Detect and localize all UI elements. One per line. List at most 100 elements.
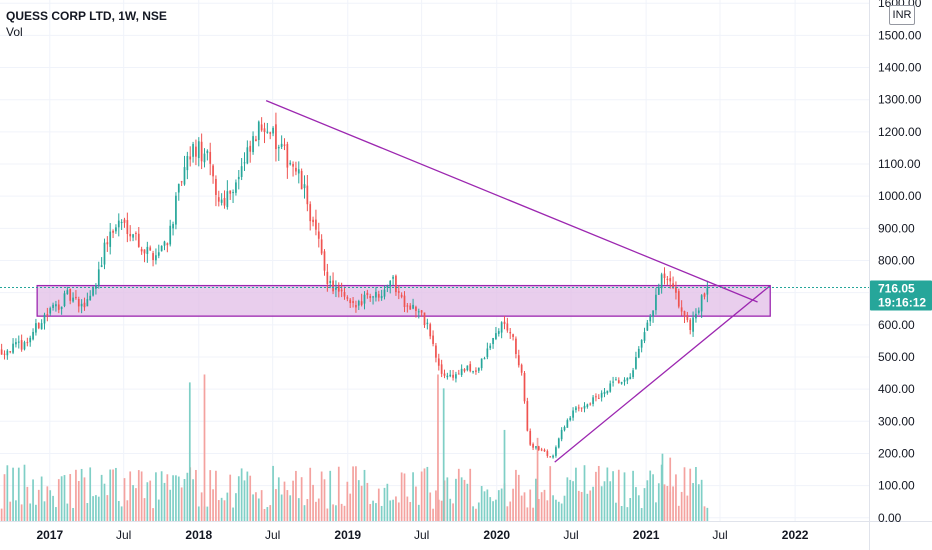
candle-body bbox=[297, 169, 300, 174]
price-tick-label: 0.00 bbox=[878, 511, 902, 525]
candle-body bbox=[475, 370, 477, 372]
volume-bar bbox=[149, 480, 152, 521]
time-tick-label: 2021 bbox=[633, 528, 660, 542]
candle-body bbox=[455, 374, 457, 379]
volume-bar bbox=[29, 503, 32, 521]
candle-body bbox=[49, 308, 52, 314]
volume-bar bbox=[529, 489, 532, 521]
candle-body bbox=[600, 392, 603, 398]
candle-body bbox=[163, 241, 166, 246]
candle-body bbox=[155, 255, 157, 261]
volume-bar bbox=[469, 468, 472, 521]
candle-body bbox=[706, 287, 709, 295]
volume-bar bbox=[692, 483, 694, 521]
volume-bar bbox=[75, 469, 77, 521]
volume-bar bbox=[423, 468, 426, 521]
volume-bar bbox=[55, 507, 57, 521]
volume-bar bbox=[395, 496, 397, 521]
volume-bar bbox=[340, 503, 343, 521]
candle-body bbox=[395, 275, 397, 293]
candle-body bbox=[137, 233, 140, 247]
volume-bar bbox=[369, 504, 372, 521]
candle-body bbox=[355, 305, 357, 308]
candle-body bbox=[195, 146, 197, 157]
volume-bar bbox=[406, 496, 409, 521]
volume-spike-bar bbox=[203, 374, 206, 521]
volume-bar bbox=[352, 466, 354, 521]
volume-bar bbox=[229, 474, 232, 521]
candle-body bbox=[340, 289, 343, 292]
volume-bar bbox=[372, 500, 374, 521]
candle-body bbox=[686, 314, 689, 320]
volume-bar bbox=[223, 500, 226, 521]
candle-body bbox=[6, 350, 9, 356]
volume-bar bbox=[335, 505, 337, 521]
currency-label[interactable]: INR bbox=[889, 5, 915, 25]
volume-bar bbox=[215, 470, 217, 521]
candle-body bbox=[109, 231, 112, 247]
volume-bar bbox=[89, 467, 92, 521]
volume-bar bbox=[429, 492, 432, 521]
candle-body bbox=[157, 252, 160, 256]
candle-body bbox=[586, 404, 589, 407]
volume-bar bbox=[35, 504, 37, 521]
candle-body bbox=[497, 331, 500, 334]
candle-body bbox=[272, 127, 274, 134]
volume-bar bbox=[440, 500, 443, 521]
volume-bar bbox=[460, 477, 463, 521]
volume-bar bbox=[77, 480, 80, 521]
time-tick-label: 2022 bbox=[782, 528, 809, 542]
volume-bar bbox=[152, 508, 154, 521]
candle-body bbox=[257, 121, 260, 140]
candle-body bbox=[309, 204, 312, 222]
candle-body bbox=[675, 287, 677, 293]
volume-bar bbox=[263, 509, 266, 521]
volume-bar bbox=[46, 486, 49, 521]
volume-bar bbox=[480, 486, 483, 521]
candle-body bbox=[92, 286, 94, 296]
volume-indicator-label[interactable]: Vol bbox=[6, 25, 23, 39]
volume-bar bbox=[543, 489, 546, 521]
time-axis[interactable]: 2017 Jul 2018 Jul 2019 Jul 2020 Jul 2021 Jul 2022 bbox=[36, 528, 808, 542]
volume-bar bbox=[695, 467, 697, 521]
volume-bar bbox=[415, 486, 417, 521]
volume-bar bbox=[366, 482, 369, 521]
candle-body bbox=[635, 357, 637, 369]
candle-body bbox=[289, 162, 292, 165]
volume-spike-bar bbox=[669, 457, 672, 521]
candle-body bbox=[0, 349, 3, 355]
volume-bar bbox=[572, 481, 574, 521]
candle-body bbox=[612, 381, 614, 383]
candle-body bbox=[597, 397, 600, 399]
volume-bar bbox=[383, 487, 386, 521]
volume-spike-bar bbox=[661, 453, 664, 521]
price-axis[interactable]: 0.00 100.00 200.00 300.00 400.00 500.00 600.00… bbox=[878, 0, 922, 525]
symbol-title[interactable]: QUESS CORP LTD, 1W, NSE bbox=[6, 9, 167, 23]
candle-body bbox=[83, 302, 86, 308]
candle-body bbox=[263, 128, 266, 132]
candle-body bbox=[477, 367, 480, 371]
candle-body bbox=[697, 310, 700, 313]
volume-bar bbox=[535, 478, 537, 521]
volume-bar bbox=[320, 471, 323, 521]
volume-bar bbox=[355, 466, 357, 521]
volume-bar bbox=[120, 506, 123, 521]
volume-bar bbox=[100, 474, 103, 521]
candle-body bbox=[232, 192, 234, 194]
volume-bar bbox=[97, 496, 100, 521]
volume-bar bbox=[140, 471, 143, 521]
candle-body bbox=[120, 222, 123, 224]
candle-body bbox=[677, 291, 680, 307]
candle-body bbox=[449, 374, 452, 377]
trendlines[interactable] bbox=[265, 100, 771, 463]
candle-body bbox=[235, 182, 237, 193]
candle-body bbox=[657, 286, 660, 295]
price-tick-label: 200.00 bbox=[878, 446, 915, 460]
candle-body bbox=[400, 294, 403, 297]
volume-bar bbox=[323, 479, 326, 521]
candle-body bbox=[680, 307, 683, 312]
volume-bar bbox=[489, 497, 492, 521]
volume-bar bbox=[643, 488, 646, 521]
volume-bar bbox=[666, 485, 669, 521]
